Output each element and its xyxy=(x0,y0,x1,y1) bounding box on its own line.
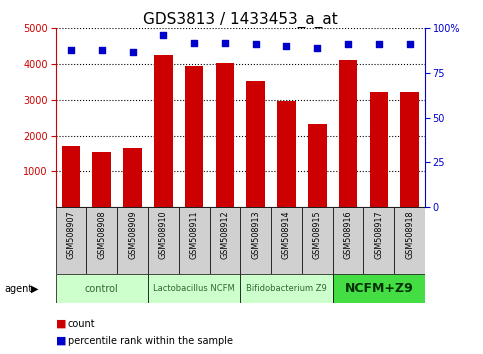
Point xyxy=(252,41,259,47)
Text: Lactobacillus NCFM: Lactobacillus NCFM xyxy=(153,284,235,293)
Text: count: count xyxy=(68,319,95,329)
Bar xyxy=(369,92,388,207)
Bar xyxy=(277,101,296,207)
Bar xyxy=(333,207,364,274)
Bar xyxy=(308,124,327,207)
Text: control: control xyxy=(85,284,119,293)
Point xyxy=(159,33,167,38)
Text: GSM508917: GSM508917 xyxy=(374,210,384,259)
Bar xyxy=(92,152,111,207)
Text: GSM508916: GSM508916 xyxy=(343,210,353,259)
Bar xyxy=(179,207,210,274)
Point xyxy=(406,41,413,47)
Text: ▶: ▶ xyxy=(31,284,39,293)
Point xyxy=(190,40,198,45)
Bar xyxy=(56,207,86,274)
Bar xyxy=(215,63,234,207)
Bar xyxy=(364,207,394,274)
Text: GSM508908: GSM508908 xyxy=(97,210,106,259)
Text: GSM508911: GSM508911 xyxy=(190,210,199,259)
Text: GSM508914: GSM508914 xyxy=(282,210,291,259)
Text: percentile rank within the sample: percentile rank within the sample xyxy=(68,336,233,346)
Bar xyxy=(394,207,425,274)
Text: Bifidobacterium Z9: Bifidobacterium Z9 xyxy=(246,284,327,293)
Bar xyxy=(246,81,265,207)
Bar xyxy=(210,207,240,274)
Text: GSM508912: GSM508912 xyxy=(220,210,229,259)
Text: GSM508910: GSM508910 xyxy=(159,210,168,259)
Bar xyxy=(333,274,425,303)
Text: ■: ■ xyxy=(56,336,66,346)
Bar xyxy=(86,207,117,274)
Point xyxy=(313,45,321,51)
Bar xyxy=(400,92,419,207)
Point xyxy=(344,41,352,47)
Title: GDS3813 / 1433453_a_at: GDS3813 / 1433453_a_at xyxy=(143,12,338,28)
Bar xyxy=(302,207,333,274)
Bar xyxy=(240,274,333,303)
Text: GSM508915: GSM508915 xyxy=(313,210,322,259)
Text: agent: agent xyxy=(5,284,33,293)
Bar xyxy=(148,274,241,303)
Text: GSM508913: GSM508913 xyxy=(251,210,260,259)
Bar xyxy=(271,207,302,274)
Bar xyxy=(123,148,142,207)
Point xyxy=(375,41,383,47)
Text: NCFM+Z9: NCFM+Z9 xyxy=(344,282,413,295)
Text: GSM508909: GSM508909 xyxy=(128,210,137,259)
Bar xyxy=(154,55,172,207)
Point xyxy=(221,40,229,45)
Bar xyxy=(56,274,148,303)
Bar xyxy=(240,207,271,274)
Point xyxy=(128,49,136,55)
Bar xyxy=(148,207,179,274)
Bar xyxy=(62,145,80,207)
Point xyxy=(67,47,75,53)
Text: GSM508907: GSM508907 xyxy=(67,210,75,259)
Bar xyxy=(185,66,203,207)
Text: GSM508918: GSM508918 xyxy=(405,210,414,259)
Bar xyxy=(117,207,148,274)
Bar xyxy=(339,61,357,207)
Point xyxy=(283,43,290,49)
Text: ■: ■ xyxy=(56,319,66,329)
Point xyxy=(98,47,106,53)
